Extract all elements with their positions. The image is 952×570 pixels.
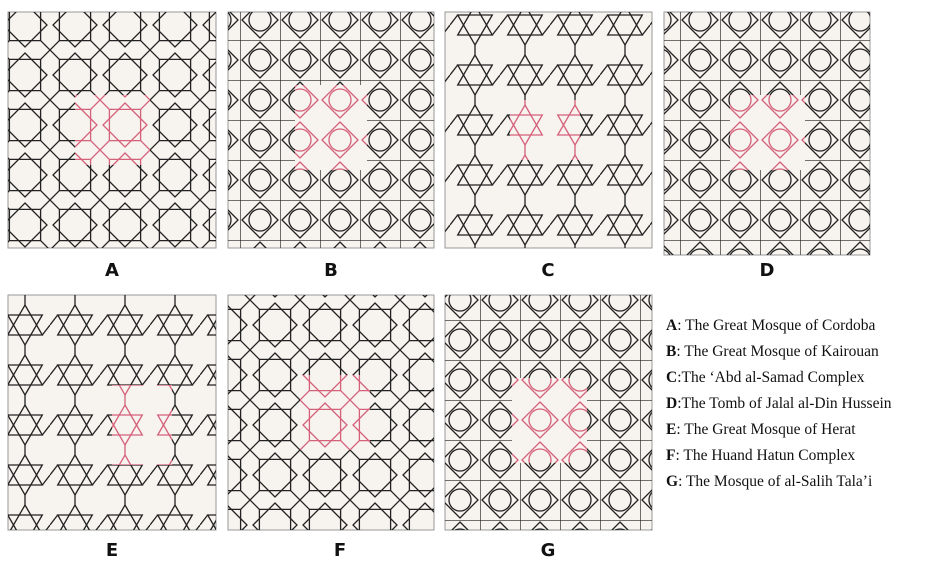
panel-label: C — [541, 260, 554, 281]
pattern-panel — [228, 12, 434, 248]
panel-label: A — [105, 260, 119, 281]
legend-item: B: The Great Mosque of Kairouan — [666, 343, 879, 360]
legend-text: :The ‘Abd al-Samad Complex — [677, 369, 864, 386]
panel-label: D — [760, 260, 775, 281]
pattern-panel — [445, 295, 652, 530]
legend-item: C:The ‘Abd al-Samad Complex — [666, 369, 865, 386]
legend-item: F: The Huand Hatun Complex — [666, 447, 855, 464]
pattern-panel — [8, 12, 216, 248]
legend-item: G: The Mosque of al-Salih Tala’i — [666, 473, 873, 490]
legend-text: : The Great Mosque of Kairouan — [676, 343, 879, 360]
panel-label: E — [106, 540, 118, 561]
figure: A B C D E F G A: The Great Mosque of Cor… — [0, 0, 952, 570]
legend-item: E: The Great Mosque of Herat — [666, 421, 856, 438]
legend-text: : The Great Mosque of Herat — [676, 421, 856, 438]
legend-key: A — [666, 317, 678, 334]
legend-key: D — [666, 395, 677, 412]
legend-item: A: The Great Mosque of Cordoba — [666, 317, 875, 334]
pattern-panel — [228, 295, 434, 530]
legend-text: :The Tomb of Jalal al-Din Hussein — [677, 395, 892, 412]
panel-label: F — [334, 540, 346, 561]
panel-label: G — [541, 540, 556, 561]
legend-text: : The Great Mosque of Cordoba — [677, 317, 875, 334]
legend-text: : The Huand Hatun Complex — [675, 447, 855, 464]
legend-item: D:The Tomb of Jalal al-Din Hussein — [666, 395, 892, 412]
legend-key: F — [666, 447, 675, 464]
panel-label: B — [324, 260, 338, 281]
legend-text: : The Mosque of al-Salih Tala’i — [678, 473, 873, 490]
legend: A: The Great Mosque of Cordoba B: The Gr… — [666, 317, 892, 490]
legend-key: E — [666, 421, 676, 438]
pattern-panel — [8, 295, 216, 530]
pattern-panel — [445, 12, 652, 248]
legend-key: B — [666, 343, 676, 360]
legend-key: C — [666, 369, 677, 386]
legend-key: G — [666, 473, 678, 490]
pattern-panel — [664, 12, 870, 255]
